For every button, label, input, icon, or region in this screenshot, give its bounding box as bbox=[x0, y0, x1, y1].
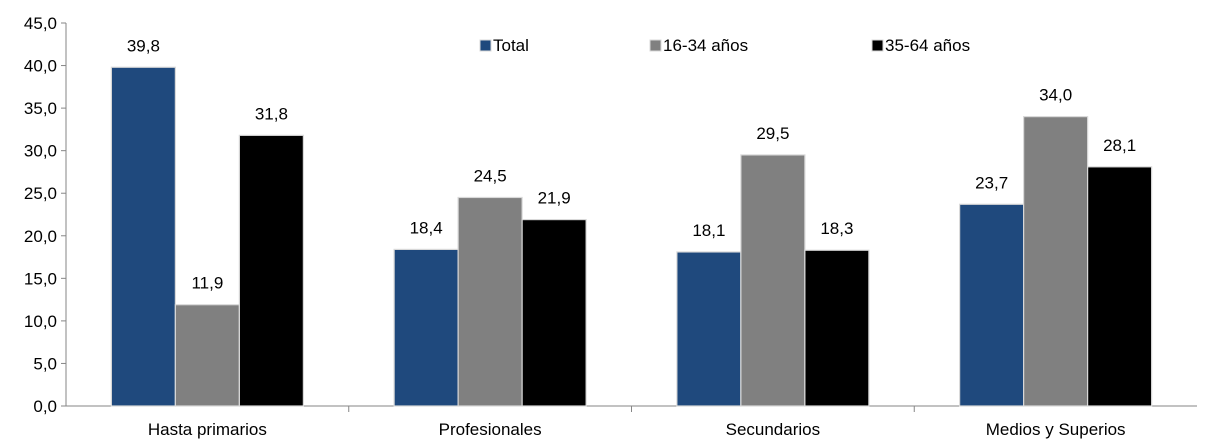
legend-label: Total bbox=[493, 36, 529, 55]
y-tick-label: 30,0 bbox=[24, 142, 57, 161]
data-label: 24,5 bbox=[474, 166, 507, 185]
data-label: 11,9 bbox=[191, 274, 223, 293]
data-label: 21,9 bbox=[538, 189, 571, 208]
bar bbox=[740, 154, 806, 407]
data-label: 18,3 bbox=[820, 219, 853, 238]
data-label: 28,1 bbox=[1103, 136, 1136, 155]
y-tick-label: 5,0 bbox=[33, 354, 57, 373]
legend-swatch bbox=[871, 39, 884, 52]
y-tick-label: 0,0 bbox=[33, 397, 57, 416]
data-label: 34,0 bbox=[1039, 86, 1072, 105]
legend-swatch bbox=[649, 39, 662, 52]
bar bbox=[1023, 116, 1089, 407]
x-category-label: Medios y Superios bbox=[986, 420, 1126, 439]
bars bbox=[110, 66, 1153, 407]
legend-label: 35-64 años bbox=[885, 36, 970, 55]
x-category-label: Secundarios bbox=[726, 420, 821, 439]
y-tick-label: 25,0 bbox=[24, 184, 57, 203]
y-tick-label: 45,0 bbox=[24, 14, 57, 33]
data-label: 31,8 bbox=[255, 104, 288, 123]
x-category-label: Profesionales bbox=[439, 420, 542, 439]
bar bbox=[457, 196, 523, 407]
data-label: 39,8 bbox=[127, 36, 160, 55]
data-label: 29,5 bbox=[756, 124, 789, 143]
y-axis-ticks: 0,0 5,0 10,0 15,0 20,0 25,0 30,0 35,0 40,0 45,0 bbox=[24, 14, 66, 416]
bar bbox=[959, 203, 1025, 407]
bar bbox=[238, 134, 304, 407]
data-label: 18,1 bbox=[692, 221, 725, 240]
y-tick-label: 40,0 bbox=[24, 57, 57, 76]
y-tick-label: 35,0 bbox=[24, 99, 57, 118]
bar bbox=[110, 66, 176, 407]
x-axis-categories: Hasta primarios Profesionales Secundarios M… bbox=[148, 406, 1126, 439]
bar bbox=[393, 248, 459, 407]
bar bbox=[676, 251, 742, 407]
y-tick-label: 15,0 bbox=[24, 269, 57, 288]
legend-swatch bbox=[479, 39, 492, 52]
bar bbox=[804, 249, 870, 407]
legend: Total 16-34 años 35-64 años bbox=[479, 36, 970, 55]
legend-label: 16-34 años bbox=[663, 36, 748, 55]
y-tick-label: 20,0 bbox=[24, 227, 57, 246]
data-label: 23,7 bbox=[975, 173, 1008, 192]
data-labels: 39,8 11,9 31,8 18,4 24,5 21,9 18,1 29,5 18,3 23,7… bbox=[127, 36, 1136, 292]
x-category-label: Hasta primarios bbox=[148, 420, 267, 439]
y-tick-label: 10,0 bbox=[24, 312, 57, 331]
bar bbox=[1087, 166, 1153, 407]
data-label: 18,4 bbox=[410, 218, 443, 237]
bar bbox=[521, 219, 587, 407]
bar bbox=[174, 304, 240, 407]
